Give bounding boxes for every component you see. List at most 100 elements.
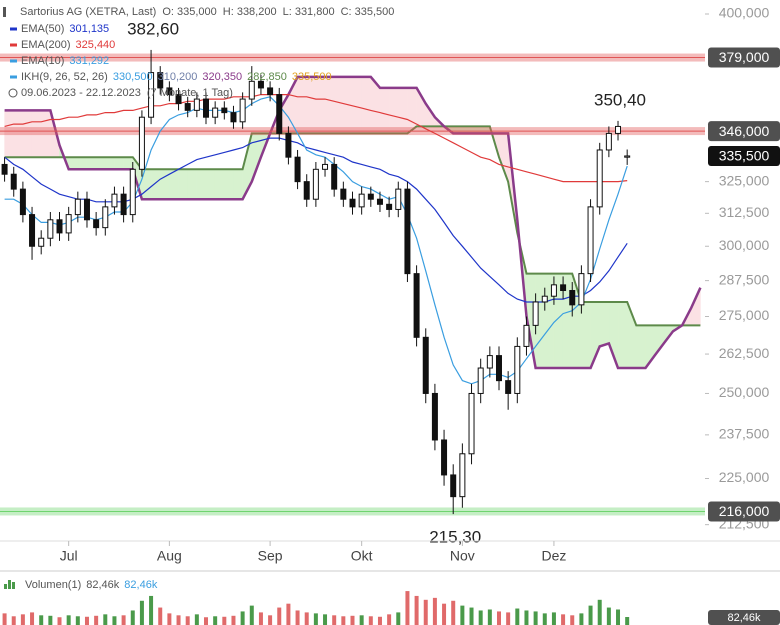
volume-bar — [579, 613, 584, 625]
legend-value: 282,850 — [247, 71, 287, 83]
cloud-fill — [224, 169, 234, 200]
cloud-fill — [617, 301, 628, 369]
y-tick-label: 237,500 — [719, 426, 770, 442]
candle-body — [74, 198, 81, 216]
volume-bar — [213, 616, 218, 625]
volume-bar — [75, 616, 80, 625]
candle-body — [184, 103, 191, 111]
y-tick-label: 325,000 — [719, 172, 770, 188]
legend-value: 335,500 — [292, 71, 332, 83]
candle-body — [111, 193, 118, 208]
cloud-fill — [68, 156, 79, 170]
volume-bar — [268, 615, 273, 625]
candle-body — [83, 198, 90, 221]
legend-value: 330,500 — [113, 71, 153, 83]
legend-label: EMA(10) — [21, 55, 64, 67]
volume-bar — [304, 612, 309, 625]
ohlc-value: C: 335,500 — [341, 6, 395, 18]
volume-bar — [469, 607, 474, 625]
candle-body — [477, 367, 484, 394]
volume-bar — [588, 605, 593, 625]
volume-bar — [368, 616, 373, 625]
cloud-fill — [86, 156, 97, 170]
cloud-fill — [159, 169, 170, 200]
candle-body — [19, 188, 26, 216]
candle-body — [431, 392, 438, 441]
candle-body — [404, 188, 411, 275]
chart-title: Sartorius AG (XETRA, Last) — [20, 6, 156, 18]
volume-bar — [396, 612, 401, 625]
volume-value: 82,46k — [86, 579, 120, 591]
candle-body — [532, 301, 539, 326]
cloud-fill — [636, 325, 646, 369]
cloud-fill — [205, 169, 216, 200]
volume-icon — [4, 584, 7, 589]
volume-bar — [414, 595, 419, 625]
legend-value: 320,350 — [202, 71, 242, 83]
x-tick-label: Aug — [157, 548, 182, 564]
volume-bar — [84, 616, 89, 625]
candle-body — [615, 125, 622, 134]
volume-bar — [570, 615, 575, 625]
legend-value: 325,440 — [76, 39, 116, 51]
cloud-fill — [333, 76, 344, 134]
volume-bar — [2, 613, 7, 625]
candle-body — [93, 219, 100, 229]
legend-marker — [3, 7, 6, 17]
x-tick-label: Jul — [60, 548, 78, 564]
candle-body — [386, 203, 393, 210]
cloud-fill — [196, 169, 207, 200]
ema-line — [4, 94, 628, 183]
candle-body — [267, 87, 274, 96]
candle-body — [138, 116, 145, 170]
ema-line — [4, 96, 628, 385]
price-box-label: 335,500 — [719, 148, 770, 164]
candle-body — [29, 214, 36, 247]
volume-bar — [451, 600, 456, 625]
volume-bar — [130, 610, 135, 625]
candle-body — [413, 273, 420, 338]
annotation: 382,60 — [127, 19, 179, 38]
ohlc-value: O: 335,000 — [162, 6, 216, 18]
volume-bar — [66, 615, 71, 625]
cloud-fill — [599, 301, 610, 347]
price-box — [708, 47, 780, 68]
volume-bar — [524, 610, 529, 625]
price-box — [708, 145, 780, 166]
candle-body — [422, 336, 429, 394]
volume-bar — [496, 611, 501, 625]
volume-bar — [625, 617, 630, 625]
candle-body — [605, 132, 612, 151]
annotation: 350,40 — [594, 90, 646, 109]
candle-body — [175, 94, 182, 105]
legend-swatch — [10, 75, 17, 79]
candle-body — [148, 72, 155, 118]
x-tick-label: Dez — [541, 548, 566, 564]
x-tick-label: Sep — [258, 548, 283, 564]
candle-body — [303, 181, 310, 200]
cloud-fill — [324, 76, 335, 134]
candle-body — [56, 219, 63, 234]
candle-body — [550, 284, 557, 297]
candle-body — [523, 324, 530, 347]
candle-body — [331, 163, 338, 190]
volume-bar — [359, 615, 364, 625]
legend-swatch — [10, 59, 17, 63]
candle-body — [102, 206, 109, 229]
candle-body — [312, 168, 319, 200]
clock-icon — [8, 88, 18, 98]
candle-body — [569, 290, 576, 306]
candle-body — [468, 392, 475, 455]
candle-body — [505, 380, 512, 394]
cloud-fill — [581, 301, 591, 369]
candle-body — [596, 149, 603, 208]
volume-icon — [12, 582, 15, 589]
volume-bar — [30, 612, 35, 625]
y-tick-label: 400,000 — [719, 5, 770, 21]
volume-bar — [542, 613, 547, 625]
volume-bar — [606, 607, 611, 625]
cloud-fill — [361, 76, 372, 134]
legend-value: 301,135 — [69, 23, 109, 35]
candle-body — [157, 72, 164, 89]
